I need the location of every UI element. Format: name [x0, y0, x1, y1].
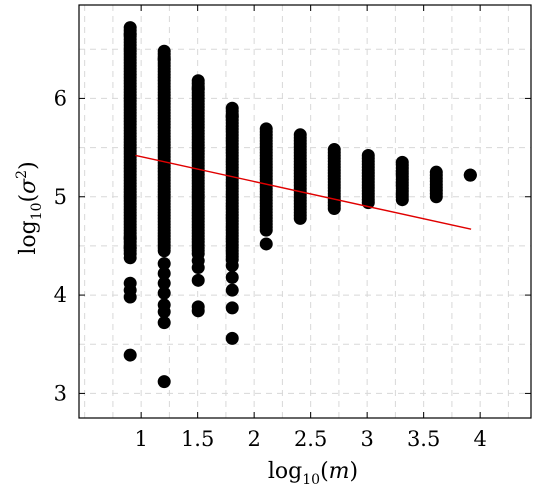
- x-tick-label: 3.5: [407, 427, 440, 451]
- x-tick-label: 4: [473, 427, 486, 451]
- data-point: [463, 168, 477, 182]
- plot-frame: [78, 4, 532, 419]
- data-point: [225, 270, 239, 284]
- data-point: [191, 304, 205, 318]
- data-point: [395, 155, 409, 169]
- data-point: [191, 261, 205, 275]
- data-point: [157, 266, 171, 280]
- data-point: [157, 305, 171, 319]
- data-point: [123, 231, 137, 245]
- y-tick-labels: 3 4 5 6: [54, 86, 67, 405]
- x-axis-title: log10(m): [268, 459, 358, 488]
- x-tick-label: 3: [360, 427, 373, 451]
- x-tick-label: 1.5: [181, 427, 214, 451]
- data-point: [429, 165, 443, 179]
- data-point: [293, 128, 307, 142]
- x-tick-label: 1: [134, 427, 147, 451]
- y-tick-label: 4: [54, 283, 67, 307]
- data-point: [157, 257, 171, 271]
- y-tick-label: 5: [54, 185, 67, 209]
- data-point: [157, 316, 171, 330]
- data-point: [157, 286, 171, 300]
- fit-line: [135, 154, 472, 230]
- y-tick-label: 3: [54, 381, 67, 405]
- data-point: [191, 82, 205, 96]
- data-point: [259, 237, 273, 251]
- y-tick-label: 6: [54, 86, 67, 110]
- data-point: [361, 148, 375, 162]
- data-point: [259, 122, 273, 136]
- data-point: [225, 331, 239, 345]
- y-axis-title: log10(σ2): [14, 161, 45, 254]
- data-point: [225, 259, 239, 273]
- data-point: [157, 276, 171, 290]
- x-tick-labels: 1 1.5 2 2.5 3 3.5 4: [134, 427, 486, 451]
- fit-line-group: [135, 154, 472, 230]
- data-point: [225, 283, 239, 297]
- data-point: [327, 143, 341, 157]
- x-tick-label: 2: [247, 427, 260, 451]
- data-point: [123, 241, 137, 255]
- data-point: [157, 52, 171, 66]
- data-point: [123, 348, 137, 362]
- tick-marks: [79, 5, 531, 418]
- data-point: [123, 28, 137, 41]
- data-point: [157, 375, 171, 389]
- data-point: [123, 251, 137, 265]
- data-point: [123, 290, 137, 304]
- data-point: [191, 273, 205, 287]
- data-point: [225, 301, 239, 315]
- data-points: [123, 21, 477, 389]
- x-tick-label: 2.5: [294, 427, 327, 451]
- data-point: [225, 109, 239, 123]
